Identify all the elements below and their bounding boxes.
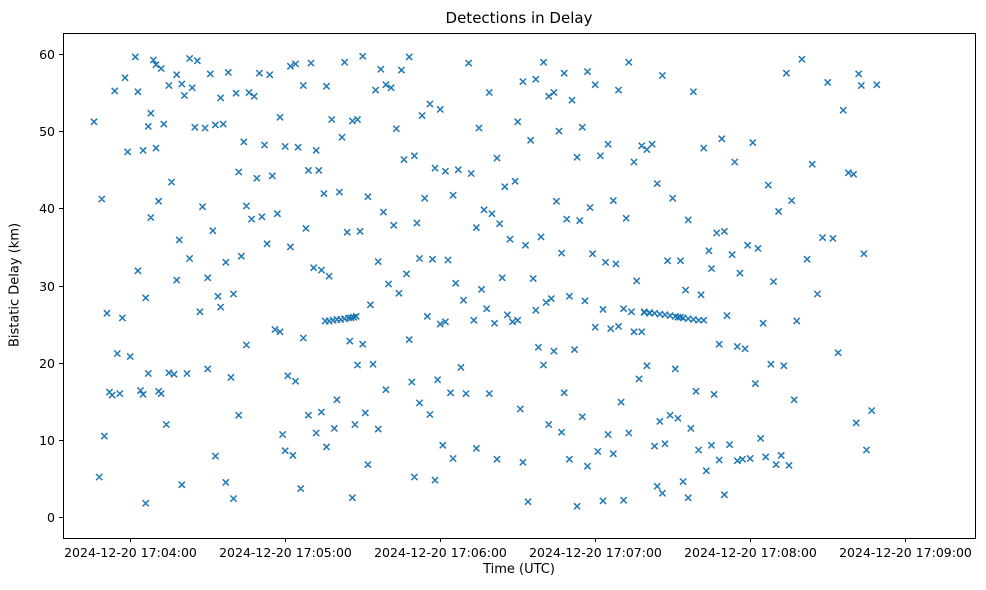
y-tick-label: 10 [39,433,55,448]
x-tick-label: 2024-12-20 17:06:00 [374,545,507,560]
x-tick-label: 2024-12-20 17:08:00 [684,545,817,560]
x-axis-label: Time (UTC) [483,562,555,577]
scatter-markers [90,52,881,510]
y-tick-label: 30 [39,279,55,294]
y-tick-label: 60 [39,47,55,62]
y-tick-label: 40 [39,201,55,216]
y-tick-label: 50 [39,124,55,139]
y-tick-label: 20 [39,356,55,371]
x-tick-label: 2024-12-20 17:09:00 [839,545,972,560]
x-tick-label: 2024-12-20 17:04:00 [64,545,197,560]
x-tick-label: 2024-12-20 17:05:00 [219,545,352,560]
chart-title: Detections in Delay [445,9,593,27]
plot-border [63,33,976,539]
x-tick-label: 2024-12-20 17:07:00 [529,545,662,560]
y-tick-label: 0 [47,510,55,525]
